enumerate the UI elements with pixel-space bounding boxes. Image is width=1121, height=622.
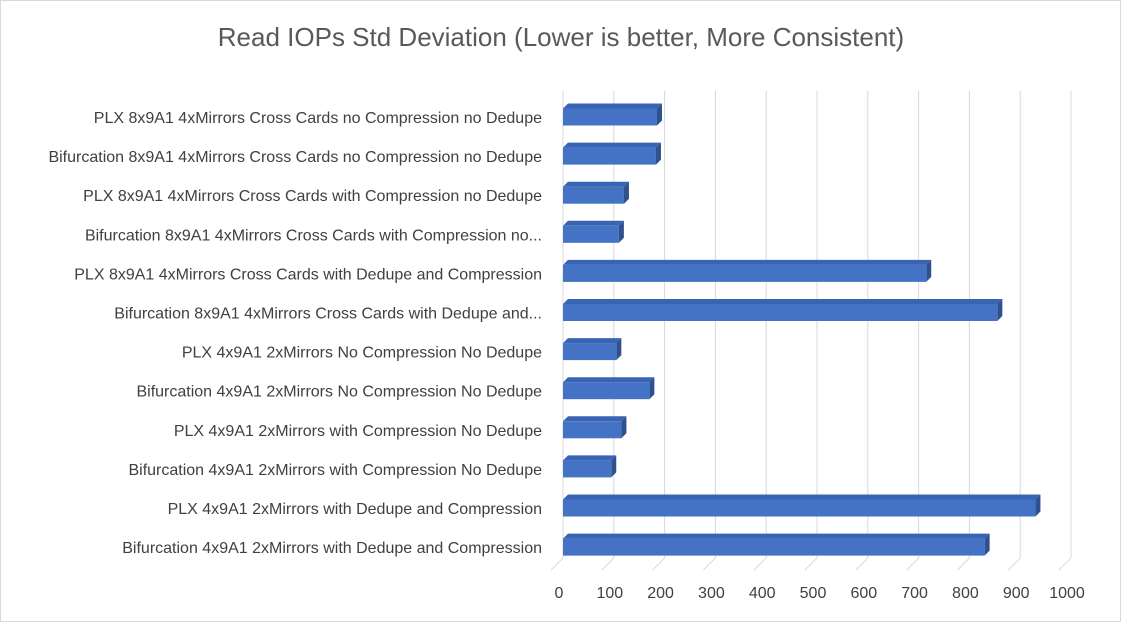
gridline-floor [1007, 557, 1021, 571]
bar-side-face [616, 338, 622, 361]
gridline-floor [906, 557, 919, 571]
grid-lines [550, 91, 1072, 571]
bar-side-face [655, 142, 661, 165]
bar-top-face [563, 259, 932, 265]
bar-side-face [926, 259, 932, 282]
bar [563, 304, 998, 321]
category-label: Bifurcation 4x9A1 2xMirrors with Dedupe … [122, 540, 542, 557]
gridline-floor [753, 557, 767, 571]
x-tick-label: 900 [1003, 585, 1030, 602]
x-tick-label: 600 [850, 585, 877, 602]
bar-top-face [563, 103, 662, 109]
x-tick-label: 700 [901, 585, 928, 602]
bar-side-face [621, 416, 627, 439]
category-label: Bifurcation 8x9A1 4xMirrors Cross Cards … [114, 306, 542, 323]
bar [563, 382, 650, 400]
bar-top-face [563, 142, 661, 148]
bar-top-face [563, 181, 629, 187]
bar [563, 108, 657, 126]
bar-side-face [618, 220, 624, 243]
x-axis-tick-labels: 0 100 200 300 400 500 600 700 800 900 1000 [555, 585, 1085, 602]
category-label: PLX 8x9A1 4xMirrors Cross Cards with Com… [83, 188, 542, 205]
bars [563, 103, 1041, 556]
category-label: Bifurcation 4x9A1 2xMirrors No Compressi… [136, 384, 542, 401]
gridline-floor [855, 557, 869, 571]
gridline-floor [703, 557, 716, 571]
x-tick-label: 200 [647, 585, 674, 602]
gridline-floor [804, 557, 818, 571]
bar-side-face [611, 455, 617, 478]
x-tick-label: 500 [800, 585, 827, 602]
bar-top-face [563, 533, 990, 539]
bar-top-face [563, 299, 1003, 304]
category-label: PLX 4x9A1 2xMirrors with Dedupe and Comp… [168, 501, 542, 518]
bar [563, 225, 619, 243]
category-label: PLX 8x9A1 4xMirrors Cross Cards no Compr… [94, 110, 542, 127]
bar-side-face [656, 103, 662, 126]
x-tick-label: 100 [596, 585, 623, 602]
bar [563, 147, 656, 165]
bar [563, 421, 622, 439]
category-label: Bifurcation 4x9A1 2xMirrors with Compres… [128, 462, 542, 479]
category-label: PLX 4x9A1 2xMirrors No Compression No De… [182, 345, 542, 362]
category-label: Bifurcation 8x9A1 4xMirrors Cross Cards … [85, 227, 542, 244]
x-tick-label: 1000 [1049, 585, 1085, 602]
gridline-floor [1058, 557, 1072, 571]
bar-side-face [1035, 494, 1041, 517]
gridline-floor [652, 557, 665, 571]
bar-side-face [623, 181, 629, 204]
category-label: Bifurcation 8x9A1 4xMirrors Cross Cards … [48, 149, 542, 166]
bar [563, 264, 927, 282]
bar [563, 460, 612, 478]
bar [563, 538, 985, 556]
x-tick-label: 0 [555, 585, 564, 602]
gridline-floor [550, 557, 564, 571]
bar [563, 343, 617, 361]
x-tick-label: 400 [749, 585, 776, 602]
bar-side-face [649, 377, 655, 400]
bar-top-face [563, 220, 624, 226]
chart-title: Read IOPs Std Deviation (Lower is better… [218, 22, 904, 52]
bar-top-face [563, 338, 622, 344]
bar [563, 186, 624, 204]
bar-top-face [563, 455, 617, 461]
x-tick-label: 800 [952, 585, 979, 602]
x-tick-label: 300 [698, 585, 725, 602]
category-label: PLX 4x9A1 2xMirrors with Compression No … [174, 423, 542, 440]
bar-top-face [563, 494, 1041, 500]
bar-side-face [984, 533, 990, 556]
category-label: PLX 8x9A1 4xMirrors Cross Cards with Ded… [74, 266, 542, 283]
bar-top-face [563, 416, 627, 422]
bar [563, 499, 1036, 517]
bar-side-face [997, 299, 1003, 321]
gridline-floor [957, 557, 970, 571]
gridline-floor [601, 557, 615, 571]
bar-top-face [563, 377, 655, 383]
category-labels: PLX 8x9A1 4xMirrors Cross Cards no Compr… [48, 110, 542, 557]
